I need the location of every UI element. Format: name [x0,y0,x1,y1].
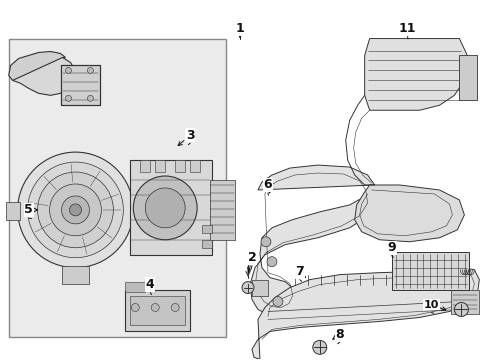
Text: 1: 1 [236,22,245,35]
Circle shape [313,340,327,354]
Bar [62,266,90,284]
Text: 2: 2 [247,251,256,264]
Polygon shape [365,39,467,110]
Circle shape [267,257,277,267]
Bar [202,225,212,233]
Bar [210,180,235,240]
Circle shape [87,67,94,73]
Bar [140,160,150,172]
Circle shape [151,303,159,311]
Bar [190,160,200,172]
Bar [9,39,226,337]
Text: 7: 7 [295,265,304,278]
Circle shape [131,303,139,311]
Bar [451,289,479,315]
Bar [392,252,469,289]
Polygon shape [355,185,465,242]
Bar [175,160,185,172]
Circle shape [454,302,468,316]
Text: 10: 10 [424,300,439,310]
Circle shape [70,204,81,216]
Text: 6: 6 [264,179,272,192]
Polygon shape [9,51,66,80]
Bar [130,296,185,325]
Circle shape [49,184,101,236]
Text: 9: 9 [387,241,396,254]
Circle shape [242,282,254,293]
Bar [155,160,165,172]
Bar [202,240,212,248]
Bar [6,202,20,220]
Circle shape [27,162,123,258]
Circle shape [38,172,113,248]
Polygon shape [13,55,75,95]
Polygon shape [252,268,479,359]
Bar [125,289,190,332]
Bar [460,55,477,100]
Text: 11: 11 [399,22,416,35]
Bar [252,280,268,296]
Circle shape [66,95,72,101]
Polygon shape [61,66,100,105]
Circle shape [62,196,90,224]
Circle shape [261,237,271,247]
Circle shape [133,176,197,240]
Circle shape [18,152,133,268]
Bar [125,282,145,292]
Text: 5: 5 [24,203,33,216]
Bar [130,160,212,255]
Text: 4: 4 [146,278,155,291]
Circle shape [171,303,179,311]
Circle shape [273,297,283,306]
Circle shape [145,188,185,228]
Circle shape [87,95,94,101]
Circle shape [66,67,72,73]
Polygon shape [250,165,378,315]
Text: 3: 3 [186,129,195,142]
Text: 8: 8 [336,328,344,341]
